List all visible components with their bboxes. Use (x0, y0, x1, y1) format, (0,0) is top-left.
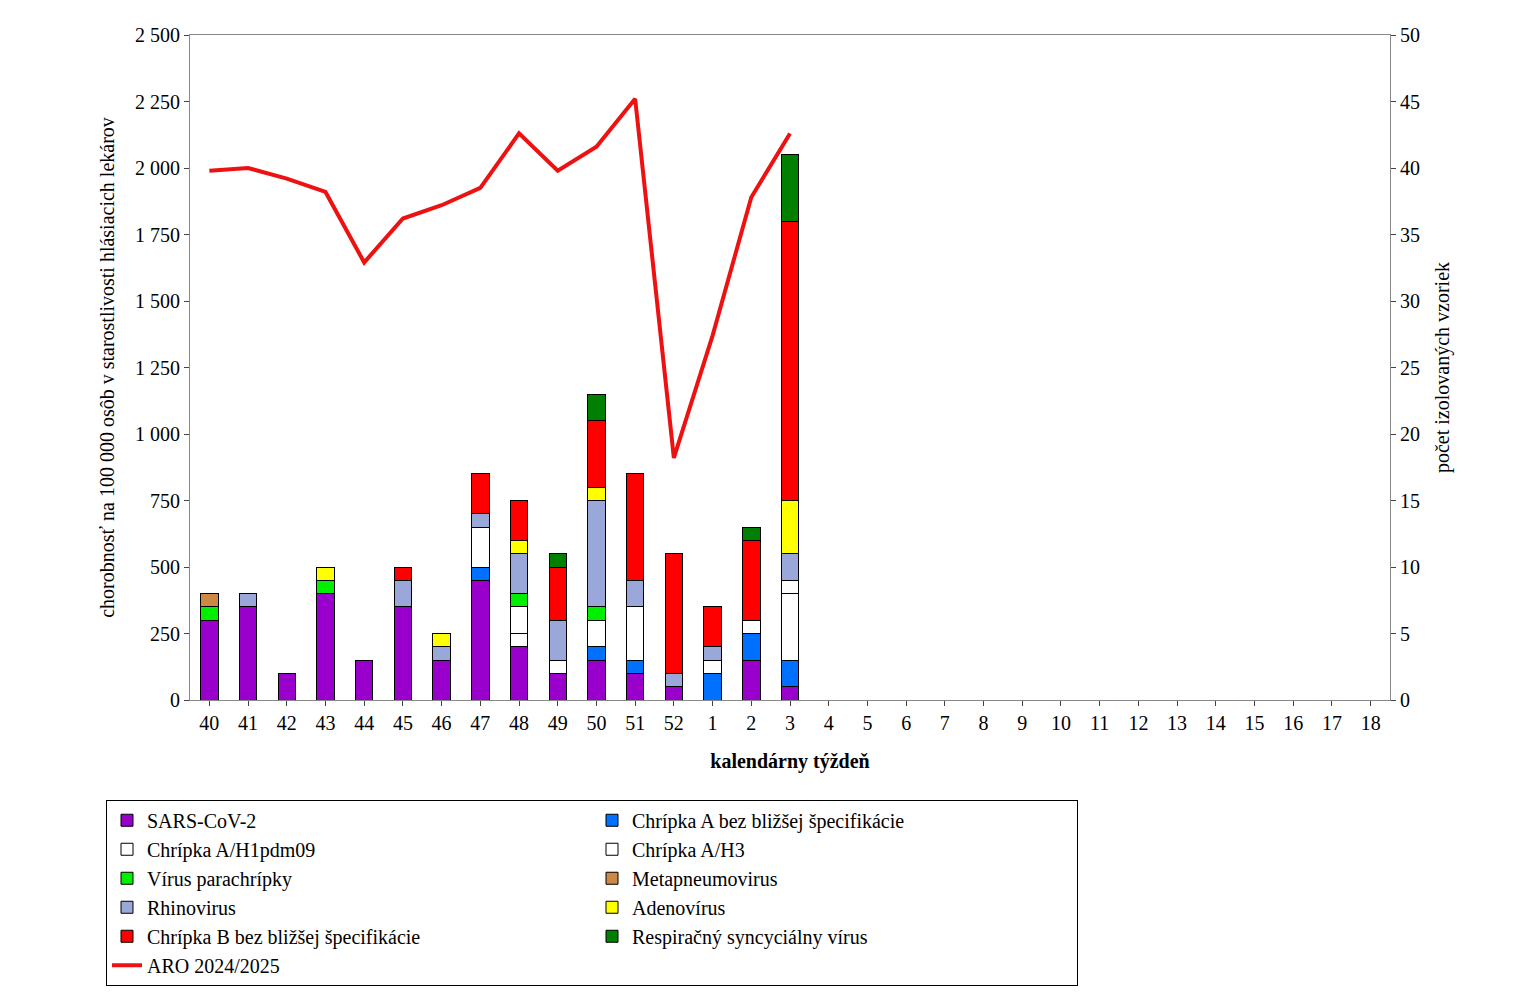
svg-text:45: 45 (1400, 91, 1420, 113)
svg-text:47: 47 (470, 712, 490, 734)
svg-text:5: 5 (862, 712, 872, 734)
svg-text:2 500: 2 500 (135, 24, 180, 46)
svg-text:10: 10 (1051, 712, 1071, 734)
svg-text:250: 250 (150, 623, 180, 645)
svg-text:4: 4 (824, 712, 834, 734)
svg-text:52: 52 (664, 712, 684, 734)
svg-text:1 750: 1 750 (135, 224, 180, 246)
svg-text:15: 15 (1400, 490, 1420, 512)
svg-text:35: 35 (1400, 224, 1420, 246)
svg-text:2 250: 2 250 (135, 91, 180, 113)
svg-text:0: 0 (170, 689, 180, 711)
svg-text:SARS-CoV-2: SARS-CoV-2 (147, 810, 256, 832)
svg-text:Chrípka B bez bližšej špecifik: Chrípka B bez bližšej špecifikácie (147, 926, 420, 949)
svg-text:51: 51 (625, 712, 645, 734)
svg-text:Rhinovirus: Rhinovirus (147, 897, 236, 919)
svg-text:50: 50 (1400, 24, 1420, 46)
svg-text:Vírus parachrípky: Vírus parachrípky (147, 868, 292, 891)
svg-text:2: 2 (746, 712, 756, 734)
svg-text:Adenovírus: Adenovírus (632, 897, 726, 919)
svg-text:12: 12 (1128, 712, 1148, 734)
svg-text:9: 9 (1017, 712, 1027, 734)
svg-text:chorobnosť na 100 000 osôb v s: chorobnosť na 100 000 osôb v starostlivo… (96, 117, 118, 618)
svg-text:6: 6 (901, 712, 911, 734)
svg-text:Chrípka A/H3: Chrípka A/H3 (632, 839, 745, 862)
svg-text:7: 7 (940, 712, 950, 734)
svg-text:40: 40 (199, 712, 219, 734)
svg-text:17: 17 (1322, 712, 1342, 734)
svg-text:10: 10 (1400, 556, 1420, 578)
svg-text:44: 44 (354, 712, 374, 734)
svg-text:2 000: 2 000 (135, 157, 180, 179)
svg-text:Chrípka A bez bližšej špecifik: Chrípka A bez bližšej špecifikácie (632, 810, 904, 833)
svg-text:0: 0 (1400, 689, 1410, 711)
svg-text:1 250: 1 250 (135, 357, 180, 379)
svg-text:41: 41 (238, 712, 258, 734)
svg-text:46: 46 (432, 712, 452, 734)
svg-text:40: 40 (1400, 157, 1420, 179)
svg-text:Metapneumovirus: Metapneumovirus (632, 868, 778, 891)
svg-text:500: 500 (150, 556, 180, 578)
svg-text:1: 1 (708, 712, 718, 734)
svg-text:Respiračný syncyciálny vírus: Respiračný syncyciálny vírus (632, 926, 868, 949)
svg-text:1 000: 1 000 (135, 423, 180, 445)
svg-text:750: 750 (150, 490, 180, 512)
svg-text:15: 15 (1245, 712, 1265, 734)
svg-text:18: 18 (1361, 712, 1381, 734)
svg-text:20: 20 (1400, 423, 1420, 445)
svg-text:50: 50 (586, 712, 606, 734)
svg-text:14: 14 (1206, 712, 1226, 734)
svg-text:30: 30 (1400, 290, 1420, 312)
svg-text:45: 45 (393, 712, 413, 734)
svg-text:16: 16 (1283, 712, 1303, 734)
svg-text:13: 13 (1167, 712, 1187, 734)
svg-text:kalendárny týždeň: kalendárny týždeň (710, 750, 869, 773)
svg-text:8: 8 (979, 712, 989, 734)
svg-text:1 500: 1 500 (135, 290, 180, 312)
svg-text:25: 25 (1400, 357, 1420, 379)
svg-text:43: 43 (315, 712, 335, 734)
svg-text:11: 11 (1090, 712, 1109, 734)
svg-text:3: 3 (785, 712, 795, 734)
svg-text:Chrípka A/H1pdm09: Chrípka A/H1pdm09 (147, 839, 315, 862)
svg-text:počet izolovaných vzoriek: počet izolovaných vzoriek (1431, 262, 1454, 473)
svg-text:42: 42 (277, 712, 297, 734)
svg-text:5: 5 (1400, 623, 1410, 645)
svg-text:ARO 2024/2025: ARO 2024/2025 (147, 955, 280, 977)
svg-text:49: 49 (548, 712, 568, 734)
svg-text:48: 48 (509, 712, 529, 734)
